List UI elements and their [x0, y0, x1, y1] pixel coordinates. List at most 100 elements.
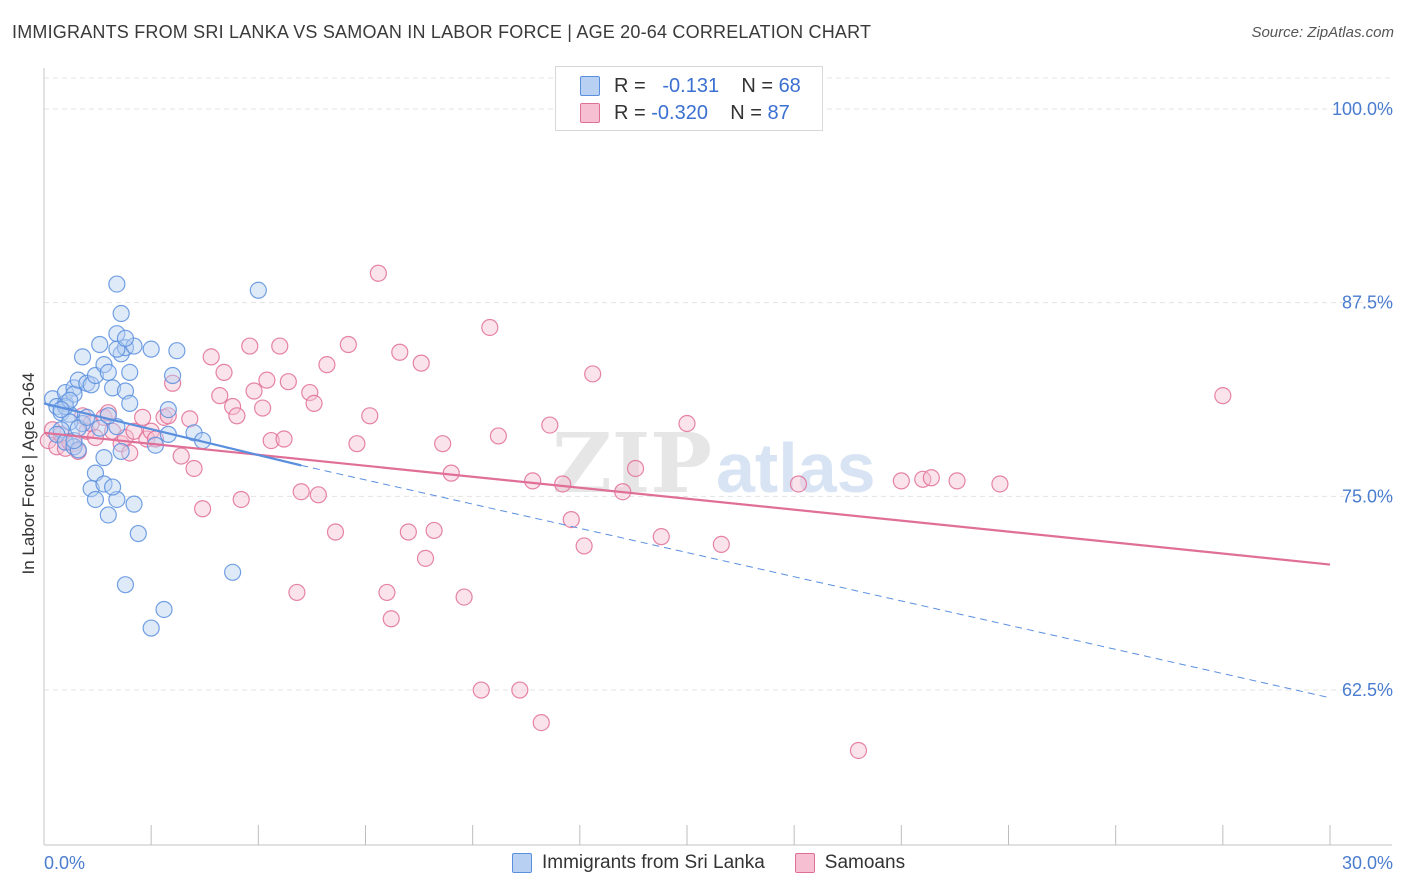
data-point-sri-lanka	[103, 478, 122, 496]
data-point-sri-lanka	[155, 600, 173, 619]
data-point-samoans	[125, 422, 143, 440]
data-point-samoans	[849, 741, 868, 760]
chart-source: Source: ZipAtlas.com	[1251, 24, 1394, 41]
data-point-samoans	[652, 528, 670, 546]
data-point-samoans	[159, 407, 177, 425]
data-point-samoans	[481, 318, 499, 337]
y-tick-label: 100.0%	[1332, 99, 1393, 119]
data-point-samoans	[339, 335, 357, 354]
x-tick-label: 30.0%	[1342, 853, 1393, 873]
data-point-samoans	[524, 472, 542, 490]
data-point-samoans	[121, 444, 139, 462]
data-point-sri-lanka	[164, 366, 182, 385]
legend-swatch-blue	[580, 76, 600, 96]
data-point-samoans	[1214, 387, 1232, 405]
data-point-sri-lanka	[82, 480, 100, 498]
data-point-samoans	[562, 511, 580, 529]
watermark-zip: ZIP	[552, 416, 712, 512]
series-swatch-blue	[512, 853, 532, 873]
data-point-samoans	[258, 371, 276, 389]
data-point-sri-lanka	[91, 419, 109, 437]
data-point-samoans	[348, 435, 366, 453]
data-point-samoans	[584, 365, 602, 383]
data-point-samoans	[245, 382, 263, 400]
data-point-samoans	[202, 348, 220, 366]
data-point-samoans	[228, 407, 246, 425]
data-point-samoans	[254, 399, 272, 417]
data-point-samoans	[391, 343, 409, 361]
trend-line-sri-lanka-extension	[301, 464, 1331, 699]
series-legend-item-samoans[interactable]: Samoans	[794, 852, 906, 874]
data-point-sri-lanka	[168, 342, 186, 360]
watermark-atlas: atlas	[716, 429, 876, 507]
legend-row-samoans: R = -0.320 N = 87	[580, 101, 790, 125]
data-point-samoans	[288, 583, 306, 602]
data-point-samoans	[279, 373, 297, 391]
data-point-samoans	[948, 472, 966, 490]
data-point-samoans	[892, 472, 910, 490]
data-point-sri-lanka	[95, 449, 113, 467]
data-point-samoans	[922, 469, 940, 487]
data-point-samoans	[678, 414, 696, 433]
data-point-sri-lanka	[159, 400, 177, 419]
data-point-sri-lanka	[125, 495, 143, 513]
data-point-sri-lanka	[116, 576, 135, 594]
legend-n-label: N =	[730, 101, 762, 124]
series-swatch-pink	[794, 853, 815, 873]
data-point-sri-lanka	[73, 348, 92, 366]
legend-n-value: 68	[778, 74, 801, 97]
data-point-samoans	[712, 535, 730, 553]
data-point-samoans	[416, 549, 435, 567]
data-point-samoans	[185, 459, 203, 478]
data-point-samoans	[626, 459, 645, 478]
legend-swatch-pink	[580, 103, 600, 123]
data-point-sri-lanka	[142, 340, 160, 358]
legend-r-value: -0.320	[651, 101, 708, 124]
data-point-samoans	[412, 354, 430, 372]
legend-r-label: R =	[614, 74, 646, 97]
legend-row-sri-lanka: R = -0.131 N = 68	[580, 74, 801, 98]
series-legend-label: Samoans	[824, 852, 906, 873]
data-point-sri-lanka	[86, 490, 105, 509]
data-point-samoans	[511, 681, 529, 699]
data-point-samoans	[361, 407, 379, 425]
y-tick-label: 75.0%	[1342, 486, 1393, 506]
data-point-sri-lanka	[112, 304, 130, 323]
data-point-sri-lanka	[129, 524, 147, 543]
data-point-samoans	[275, 430, 293, 448]
data-point-samoans	[382, 610, 400, 628]
data-point-sri-lanka	[112, 442, 130, 461]
data-point-samoans	[554, 475, 572, 493]
data-point-sri-lanka	[82, 376, 100, 394]
data-point-sri-lanka	[116, 329, 135, 347]
data-point-samoans	[532, 713, 550, 732]
data-point-samoans	[215, 363, 233, 382]
y-axis-label: In Labor Force | Age 20-64	[19, 373, 38, 575]
data-point-sri-lanka	[108, 275, 126, 293]
data-point-samoans	[301, 383, 319, 402]
data-point-samoans	[232, 490, 250, 509]
data-point-sri-lanka	[224, 563, 242, 581]
data-point-sri-lanka	[99, 506, 117, 524]
data-point-samoans	[472, 681, 490, 699]
data-point-samoans	[309, 486, 327, 504]
data-point-samoans	[326, 523, 345, 541]
data-point-samoans	[133, 408, 152, 426]
series-legend-item-sri-lanka[interactable]: Immigrants from Sri Lanka	[512, 852, 765, 874]
data-point-sri-lanka	[61, 391, 79, 409]
data-point-samoans	[369, 264, 387, 282]
data-point-samoans	[181, 410, 199, 428]
legend-n-label: N =	[741, 74, 773, 97]
correlation-legend: R = -0.131 N = 68 R = -0.320 N = 87	[555, 66, 823, 131]
data-point-sri-lanka	[116, 339, 135, 357]
data-point-samoans	[575, 537, 593, 555]
data-point-sri-lanka	[69, 441, 87, 459]
data-point-samoans	[789, 475, 808, 493]
chart-title: IMMIGRANTS FROM SRI LANKA VS SAMOAN IN L…	[12, 22, 872, 42]
x-tick-label: 0.0%	[44, 853, 85, 873]
series-legend-label: Immigrants from Sri Lanka	[542, 852, 765, 873]
legend-r-label: R =	[614, 101, 646, 124]
data-point-samoans	[271, 337, 289, 355]
data-point-samoans	[991, 475, 1009, 493]
